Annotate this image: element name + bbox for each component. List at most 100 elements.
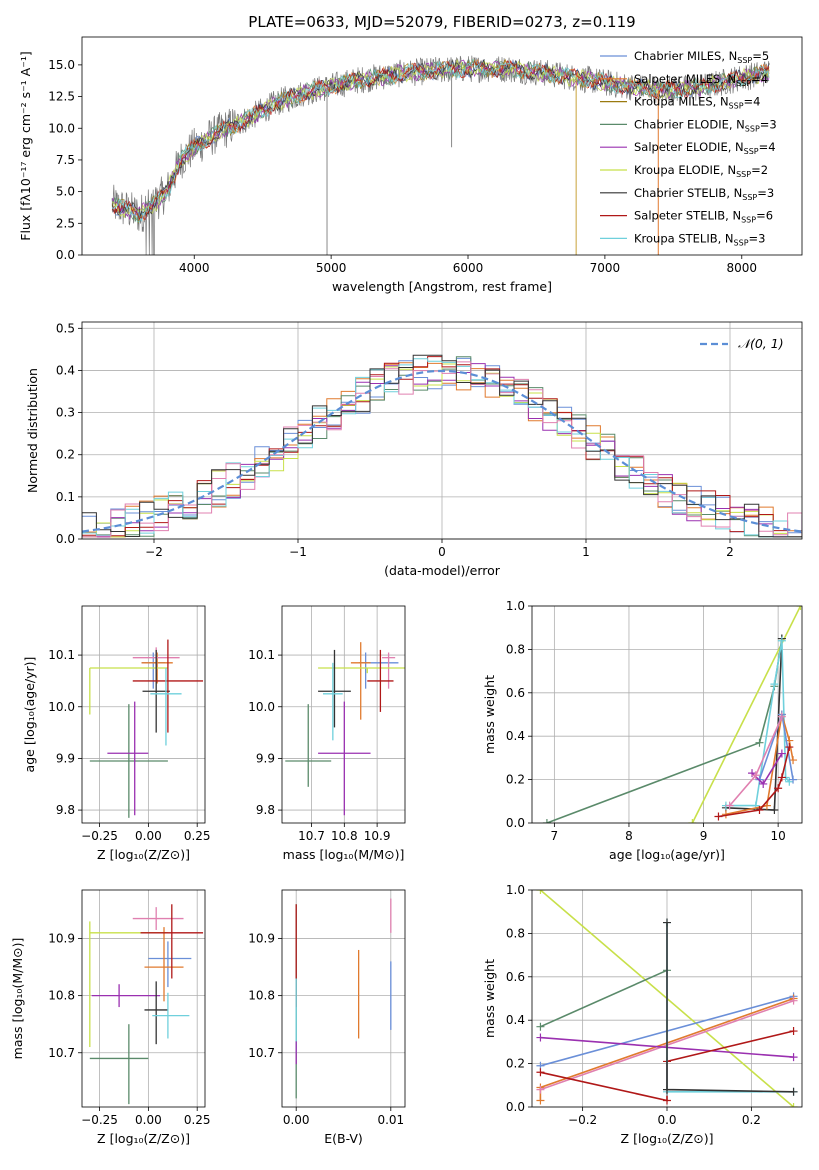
legend-label: Salpeter ELODIE, NSSP=4 <box>634 140 776 156</box>
mass_weight_vs_age-frame <box>531 605 803 824</box>
mass_vs_Z-axes: −0.25 0.00 0.25 10.7 10.8 10.9 Z [log₁₀(Z/Z⊙)]… <box>10 890 211 1146</box>
y-tick-label: 9.9 <box>256 751 275 765</box>
series-marker <box>770 680 779 689</box>
histogram-series <box>82 354 802 538</box>
x-axis-label: E(B-V) <box>324 1131 363 1146</box>
series-marker <box>777 712 786 721</box>
series-marker <box>777 636 786 645</box>
spectrum-frame <box>81 36 803 256</box>
age_vs_Z-axes: −0.25 0.00 0.25 9.8 9.9 10.0 10.1 Z [log₁₀(Z/Z⊙… <box>22 606 211 862</box>
series-marker <box>774 784 783 793</box>
y-tick-label: 0.2 <box>506 1057 525 1071</box>
figure-title: PLATE=0633, MJD=52079, FIBERID=0273, z=0… <box>248 13 636 31</box>
x-axis-label: (data-model)/error <box>384 563 501 578</box>
y-tick-label: 7.5 <box>56 153 75 167</box>
y-tick-label: 5.0 <box>56 185 75 199</box>
series-marker <box>663 1096 671 1105</box>
series-marker <box>789 996 798 1005</box>
x-axis-label: age [log₁₀(age/yr)] <box>609 847 725 862</box>
x-tick-label: 0 <box>438 545 446 559</box>
y-tick-label: 10.9 <box>48 932 75 946</box>
histogram-frame <box>81 321 803 540</box>
series-marker <box>777 773 786 782</box>
x-tick-label: −2 <box>145 545 163 559</box>
age_vs_mass-errorbars <box>285 642 405 816</box>
x-tick-label: 0.00 <box>135 1113 162 1127</box>
y-axis-label: mass [log₁₀(M/M⊙)] <box>10 938 25 1060</box>
series-marker <box>536 1068 545 1077</box>
series-marker <box>789 775 798 784</box>
x-tick-label: 2 <box>726 545 734 559</box>
y-tick-label: 0.2 <box>56 448 75 462</box>
x-tick-label: 0.00 <box>135 829 162 843</box>
y-tick-label: 12.5 <box>48 90 75 104</box>
series-marker <box>759 779 768 788</box>
y-tick-label: 10.0 <box>248 700 275 714</box>
y-tick-label: 10.0 <box>48 700 75 714</box>
x-tick-label: −0.25 <box>81 829 118 843</box>
series-line-chabrier_elodie <box>546 638 783 823</box>
x-tick-label: −0.25 <box>81 1113 118 1127</box>
spectrum-legend: Chabrier MILES, NSSP=5 Salpeter MILES, NS… <box>600 49 777 247</box>
series-marker <box>536 1033 545 1042</box>
series-marker <box>542 819 551 823</box>
age_vs_mass-frame <box>281 605 406 824</box>
x-tick-label: 1 <box>582 545 590 559</box>
x-axis-label: Z [log₁₀(Z/Z⊙)] <box>97 847 190 862</box>
series-marker <box>536 1085 545 1094</box>
y-axis-label: mass weight <box>482 675 497 754</box>
y-tick-label: 10.0 <box>48 121 75 135</box>
x-axis-label: wavelength [Angstrom, rest frame] <box>332 279 552 294</box>
x-tick-label: 0.01 <box>377 1113 404 1127</box>
spectrum-series <box>111 55 770 255</box>
y-tick-label: 10.8 <box>248 989 275 1003</box>
legend-label: Chabrier MILES, NSSP=5 <box>634 49 769 65</box>
x-tick-label: 10.9 <box>364 829 391 843</box>
series-line-chabrier_stelib <box>725 638 783 811</box>
histogram-chabrier_stelib <box>82 354 802 538</box>
age_vs_Z-errorbars <box>89 639 204 818</box>
x-tick-label: 10.8 <box>331 829 358 843</box>
x-tick-label: 8 <box>625 829 633 843</box>
y-tick-label: 0.4 <box>506 1013 525 1027</box>
y-tick-label: 0.0 <box>506 1100 525 1114</box>
series-marker <box>789 1053 798 1062</box>
gaussian-curve <box>82 369 802 533</box>
x-tick-label: 9 <box>700 829 708 843</box>
series-line-chabrier_elodie <box>540 969 668 1028</box>
x-tick-label: 0.0 <box>657 1113 676 1127</box>
y-tick-label: 0.8 <box>506 926 525 940</box>
y-axis-label: Normed distribution <box>25 368 40 493</box>
legend-label: Kroupa MILES, NSSP=4 <box>634 95 760 111</box>
age_vs_mass-axes: 10.7 10.8 10.9 9.8 9.9 10.0 10.1 mass [log₁₀(M/… <box>248 606 405 862</box>
mass_weight_vs_age-axes: 7 8 9 10 0.0 0.2 0.4 0.6 0.8 1.0 age [log₁₀(age/yr… <box>482 599 802 862</box>
x-axis-label: Z [log₁₀(Z/Z⊙)] <box>97 1131 190 1146</box>
y-tick-label: 0.3 <box>56 406 75 420</box>
legend-label: Kroupa ELODIE, NSSP=2 <box>634 163 768 179</box>
y-axis-label: age [log₁₀(age/yr)] <box>22 657 37 773</box>
mass_vs_EBV-frame <box>281 889 406 1108</box>
y-tick-label: 0.8 <box>506 642 525 656</box>
age_vs_Z-frame <box>81 605 206 824</box>
series-marker <box>725 801 734 810</box>
y-tick-label: 9.8 <box>56 803 75 817</box>
mass_vs_Z-errorbars <box>89 904 204 1105</box>
x-tick-label: 6000 <box>453 261 484 275</box>
y-tick-label: 0.5 <box>56 321 75 335</box>
legend-label: 𝒩(0, 1) <box>738 336 784 351</box>
histogram-chabrier_elodie <box>82 356 802 538</box>
y-tick-label: 0.0 <box>56 532 75 546</box>
series-marker <box>789 1087 798 1096</box>
model-spectrum-kroupa_stelib <box>111 59 770 223</box>
x-axis-label: mass [log₁₀(M/M⊙)] <box>283 847 405 862</box>
y-tick-label: 15.0 <box>48 58 75 72</box>
y-tick-label: 10.1 <box>48 648 75 662</box>
x-tick-label: 5000 <box>316 261 347 275</box>
y-tick-label: 0.4 <box>56 363 75 377</box>
mass_vs_EBV-errorbars <box>295 898 392 1099</box>
mass_vs_Z-frame <box>81 889 206 1108</box>
x-tick-label: 4000 <box>179 261 210 275</box>
model-spectrum-chabrier_stelib <box>111 58 770 217</box>
series-marker <box>777 749 786 758</box>
